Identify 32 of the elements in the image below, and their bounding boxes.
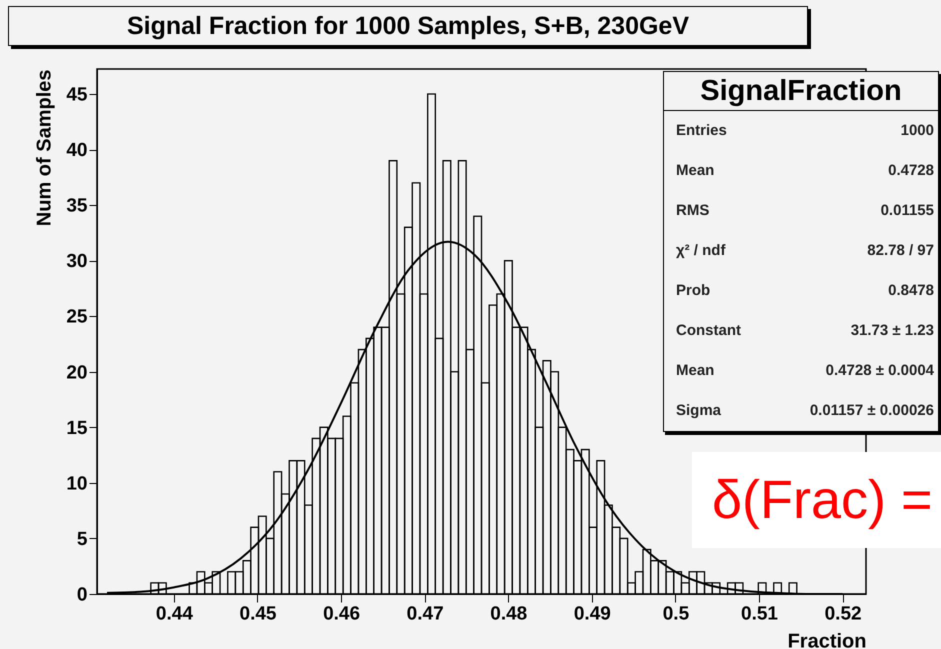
- x-axis-title: Fraction: [788, 630, 866, 649]
- y-tick-label: 35: [66, 196, 88, 217]
- text: Entries 1000: [676, 122, 934, 139]
- chart-title: Signal Fraction for 1000 Samples, S+B, 230GeV: [8, 6, 808, 46]
- y-tick-label: 30: [66, 251, 88, 272]
- y-axis-title: Num of Samples: [33, 70, 56, 226]
- annotation: δ(Frac) =: [692, 452, 941, 548]
- text: Constant 31.73 ± 1.23: [676, 322, 934, 339]
- text: RMS 0.01155: [676, 202, 934, 219]
- annotation: SignalFraction: [664, 72, 938, 111]
- y-tick-label: 25: [66, 306, 88, 328]
- x-tick-label: 0.5: [662, 604, 690, 624]
- text: Mean 0.4728: [676, 162, 934, 179]
- y-tick-label: 15: [66, 418, 88, 439]
- text: Mean 0.4728 ± 0.0004: [676, 362, 934, 379]
- x-tick-label: 0.52: [824, 604, 862, 624]
- y-tick-label: 40: [66, 140, 88, 162]
- y-tick-label: 0: [76, 584, 88, 606]
- x-tick-label: 0.48: [490, 604, 528, 624]
- y-tick-label: 45: [66, 84, 88, 106]
- text: χ² / ndf 82.78 / 97: [676, 242, 934, 259]
- x-tick-label: 0.45: [239, 604, 277, 624]
- y-tick-label: 5: [76, 528, 88, 550]
- y-tick-label: 10: [66, 473, 88, 494]
- x-tick-label: 0.46: [323, 604, 360, 624]
- text: Prob 0.8478: [676, 282, 934, 299]
- y-tick-label: 20: [66, 362, 88, 384]
- x-tick-label: 0.44: [156, 604, 194, 624]
- x-tick-label: 0.47: [406, 604, 444, 624]
- text: Sigma 0.01157 ± 0.00026: [676, 402, 934, 419]
- x-tick-label: 0.51: [741, 604, 778, 624]
- x-tick-label: 0.49: [574, 604, 611, 624]
